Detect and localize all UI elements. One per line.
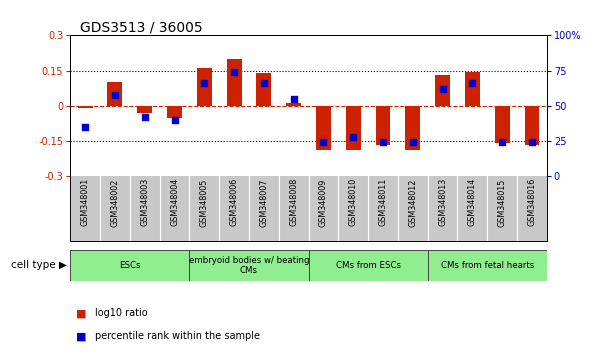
Bar [524, 106, 540, 144]
Bar [227, 59, 241, 106]
Bar [108, 82, 122, 106]
Text: GDS3513 / 36005: GDS3513 / 36005 [80, 20, 202, 34]
Bar [257, 73, 271, 106]
Bar [137, 106, 152, 113]
Point [527, 140, 537, 145]
Point [408, 140, 418, 145]
Text: GSM348008: GSM348008 [289, 178, 298, 227]
Point [318, 140, 328, 145]
Bar [167, 106, 182, 118]
Point [497, 140, 507, 145]
Bar [376, 106, 390, 144]
Text: GSM348003: GSM348003 [141, 178, 149, 227]
Bar [495, 106, 510, 143]
Text: GSM348014: GSM348014 [468, 178, 477, 227]
Text: GSM348015: GSM348015 [498, 178, 507, 227]
Bar [189, 250, 309, 281]
Point [437, 86, 447, 92]
Point [289, 96, 299, 102]
Bar [70, 250, 189, 281]
Point [229, 69, 239, 75]
Bar [78, 106, 93, 108]
Bar [428, 250, 547, 281]
Text: GSM348001: GSM348001 [81, 178, 90, 227]
Text: GSM348011: GSM348011 [379, 178, 387, 227]
Point [110, 92, 120, 97]
Text: GSM348009: GSM348009 [319, 178, 328, 227]
Bar [286, 103, 301, 106]
Text: percentile rank within the sample: percentile rank within the sample [95, 331, 260, 341]
Text: CMs from fetal hearts: CMs from fetal hearts [441, 261, 534, 270]
Text: GSM348012: GSM348012 [408, 178, 417, 227]
Point [80, 124, 90, 130]
Point [348, 134, 358, 140]
Text: log10 ratio: log10 ratio [95, 308, 147, 318]
Text: ■: ■ [76, 308, 87, 318]
Text: GSM348004: GSM348004 [170, 178, 179, 227]
Text: embryoid bodies w/ beating
CMs: embryoid bodies w/ beating CMs [189, 256, 309, 275]
Point [378, 140, 388, 145]
Bar [465, 72, 480, 106]
Text: CMs from ESCs: CMs from ESCs [335, 261, 401, 270]
Point [140, 114, 150, 120]
Text: ■: ■ [76, 331, 87, 341]
Point [259, 80, 269, 86]
Text: cell type ▶: cell type ▶ [12, 261, 67, 270]
Point [170, 117, 180, 123]
Text: GSM348013: GSM348013 [438, 178, 447, 227]
Text: GSM348007: GSM348007 [260, 178, 268, 227]
Text: GSM348010: GSM348010 [349, 178, 357, 227]
Bar [435, 75, 450, 106]
Bar [405, 106, 420, 150]
Text: GSM348016: GSM348016 [527, 178, 536, 227]
Text: GSM348006: GSM348006 [230, 178, 238, 227]
Bar [197, 68, 212, 106]
Text: GSM348005: GSM348005 [200, 178, 209, 227]
Text: ESCs: ESCs [119, 261, 141, 270]
Bar [316, 106, 331, 150]
Point [467, 80, 477, 86]
Bar [346, 106, 360, 150]
Point [199, 80, 209, 86]
Bar [309, 250, 428, 281]
Text: GSM348002: GSM348002 [111, 178, 119, 227]
